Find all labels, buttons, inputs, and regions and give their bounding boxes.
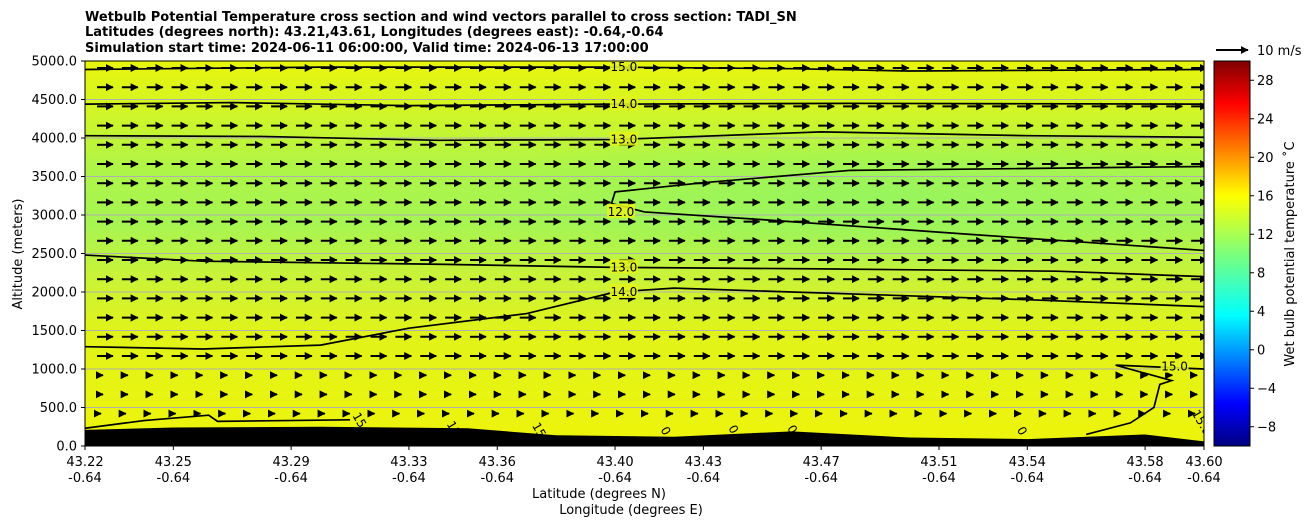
contour-label-bg — [609, 131, 638, 146]
contour-label: 14.0 — [611, 97, 638, 111]
contour-label-bg — [609, 61, 638, 74]
y-tick-label: 5000.0 — [32, 55, 78, 70]
colorbar — [1214, 61, 1250, 446]
colorbar-frame — [1213, 60, 1251, 447]
x-tick-label-longitude: -0.64 — [922, 471, 956, 486]
title-line-2: Latitudes (degrees north): 43.21,43.61, … — [85, 25, 664, 40]
x-tick-label-latitude: 43.58 — [1126, 455, 1163, 470]
colorbar-tick-label: 0 — [1257, 343, 1265, 358]
colorbar-tick-label: −8 — [1257, 420, 1276, 435]
quiver-key-label: 10 m/s — [1257, 44, 1302, 59]
y-tick-label: 2500.0 — [32, 247, 78, 262]
x-tick-label-latitude: 43.29 — [273, 455, 310, 470]
colorbar-tick-label: −4 — [1257, 382, 1276, 397]
gridlines — [85, 99, 1204, 408]
surface-contour-label: 15 — [349, 410, 369, 430]
title-line-1: Wetbulb Potential Temperature cross sect… — [85, 10, 797, 25]
x-tick-label-latitude: 43.36 — [479, 455, 516, 470]
contour-line — [85, 66, 1204, 72]
y-tick-label: 4500.0 — [32, 93, 78, 108]
x-tick-label-longitude: -0.64 — [480, 471, 514, 486]
contour-label-bg — [1160, 358, 1189, 373]
x-tick-label-latitude: 43.60 — [1185, 455, 1222, 470]
title-line-3: Simulation start time: 2024-06-11 06:00:… — [85, 41, 649, 56]
contour-line — [610, 165, 1204, 252]
x-axis: 43.22-0.6443.25-0.6443.29-0.6443.33-0.64… — [66, 446, 1223, 486]
x-tick-label-latitude: 43.22 — [66, 455, 103, 470]
surface-contour-label: 15 — [529, 420, 549, 440]
x-tick-label-longitude: -0.64 — [687, 471, 721, 486]
contour-label: 15.0 — [611, 60, 638, 74]
x-tick-label-longitude: -0.64 — [392, 471, 426, 486]
contour-label-bg — [609, 96, 638, 111]
x-tick-label-latitude: 43.43 — [685, 455, 722, 470]
x-tick-label-latitude: 43.33 — [390, 455, 427, 470]
colorbar-tick-label: 28 — [1257, 74, 1274, 89]
contour-label-bg — [606, 203, 635, 218]
y-axis-label: Altitude (meters) — [11, 199, 26, 310]
x-axis-label-latitude: Latitude (degrees N) — [532, 487, 666, 502]
y-tick-label: 0.0 — [56, 440, 77, 455]
surface-contour-label: 15 — [444, 418, 464, 438]
y-tick-label: 3000.0 — [32, 209, 78, 224]
y-tick-label: 1500.0 — [32, 324, 78, 339]
x-tick-label-longitude: -0.64 — [157, 471, 191, 486]
contour-label: 14.0 — [611, 285, 638, 299]
x-tick-label-longitude: -0.64 — [598, 471, 632, 486]
colorbar-tick-label: 12 — [1257, 228, 1274, 243]
y-tick-label: 500.0 — [40, 401, 77, 416]
x-tick-label-latitude: 43.25 — [155, 455, 192, 470]
contour-labels: 15.014.013.012.013.014.015.015 15 15 0 0 0 0 15… — [349, 60, 1204, 440]
terrain — [85, 426, 1204, 446]
x-axis-label-longitude: Longitude (degrees E) — [559, 503, 703, 518]
x-tick-label-longitude: -0.64 — [68, 471, 102, 486]
colorbar-tick-label: 20 — [1257, 151, 1274, 166]
y-tick-label: 4000.0 — [32, 132, 78, 147]
x-tick-label-latitude: 43.51 — [920, 455, 957, 470]
contour-label: 15.0 — [1161, 360, 1188, 374]
contour-label: 12.0 — [608, 205, 635, 219]
contour-line — [1085, 364, 1204, 436]
colorbar-tick-label: 16 — [1257, 189, 1274, 204]
colorbar-tick-label: 4 — [1257, 305, 1265, 320]
contour-label-bg — [609, 259, 638, 274]
x-tick-label-latitude: 43.47 — [803, 455, 840, 470]
contour-label: 13.0 — [611, 260, 638, 274]
colorbar-ticks: −8 −4 0 4 8 12 16 20 24 28 — [1250, 74, 1276, 435]
x-tick-label-longitude: -0.64 — [1128, 471, 1162, 486]
cool-region — [460, 125, 1204, 275]
y-axis: 0.0 500.0 1000.0 1500.0 2000.0 2500.0 3000.0 35… — [32, 55, 85, 455]
contour-label-bg — [609, 284, 638, 298]
contour-label: 13.0 — [611, 133, 638, 147]
x-tick-label-longitude: -0.64 — [1187, 471, 1221, 486]
colorbar-tick-label: 24 — [1257, 112, 1274, 127]
y-tick-label: 2000.0 — [32, 286, 78, 301]
x-tick-label-latitude: 43.54 — [1009, 455, 1046, 470]
colorbar-tick-label: 8 — [1257, 266, 1265, 281]
contour-line — [85, 101, 1204, 107]
x-tick-label-latitude: 43.40 — [596, 455, 633, 470]
contour-line — [85, 287, 1204, 350]
contour-line — [85, 414, 351, 430]
x-tick-label-longitude: -0.64 — [274, 471, 308, 486]
y-tick-label: 1000.0 — [32, 363, 78, 378]
colorbar-label: Wet bulb potential temperature ˚C — [1282, 141, 1298, 366]
x-tick-label-longitude: -0.64 — [1010, 471, 1044, 486]
x-tick-label-longitude: -0.64 — [804, 471, 838, 486]
y-tick-label: 3500.0 — [32, 170, 78, 185]
